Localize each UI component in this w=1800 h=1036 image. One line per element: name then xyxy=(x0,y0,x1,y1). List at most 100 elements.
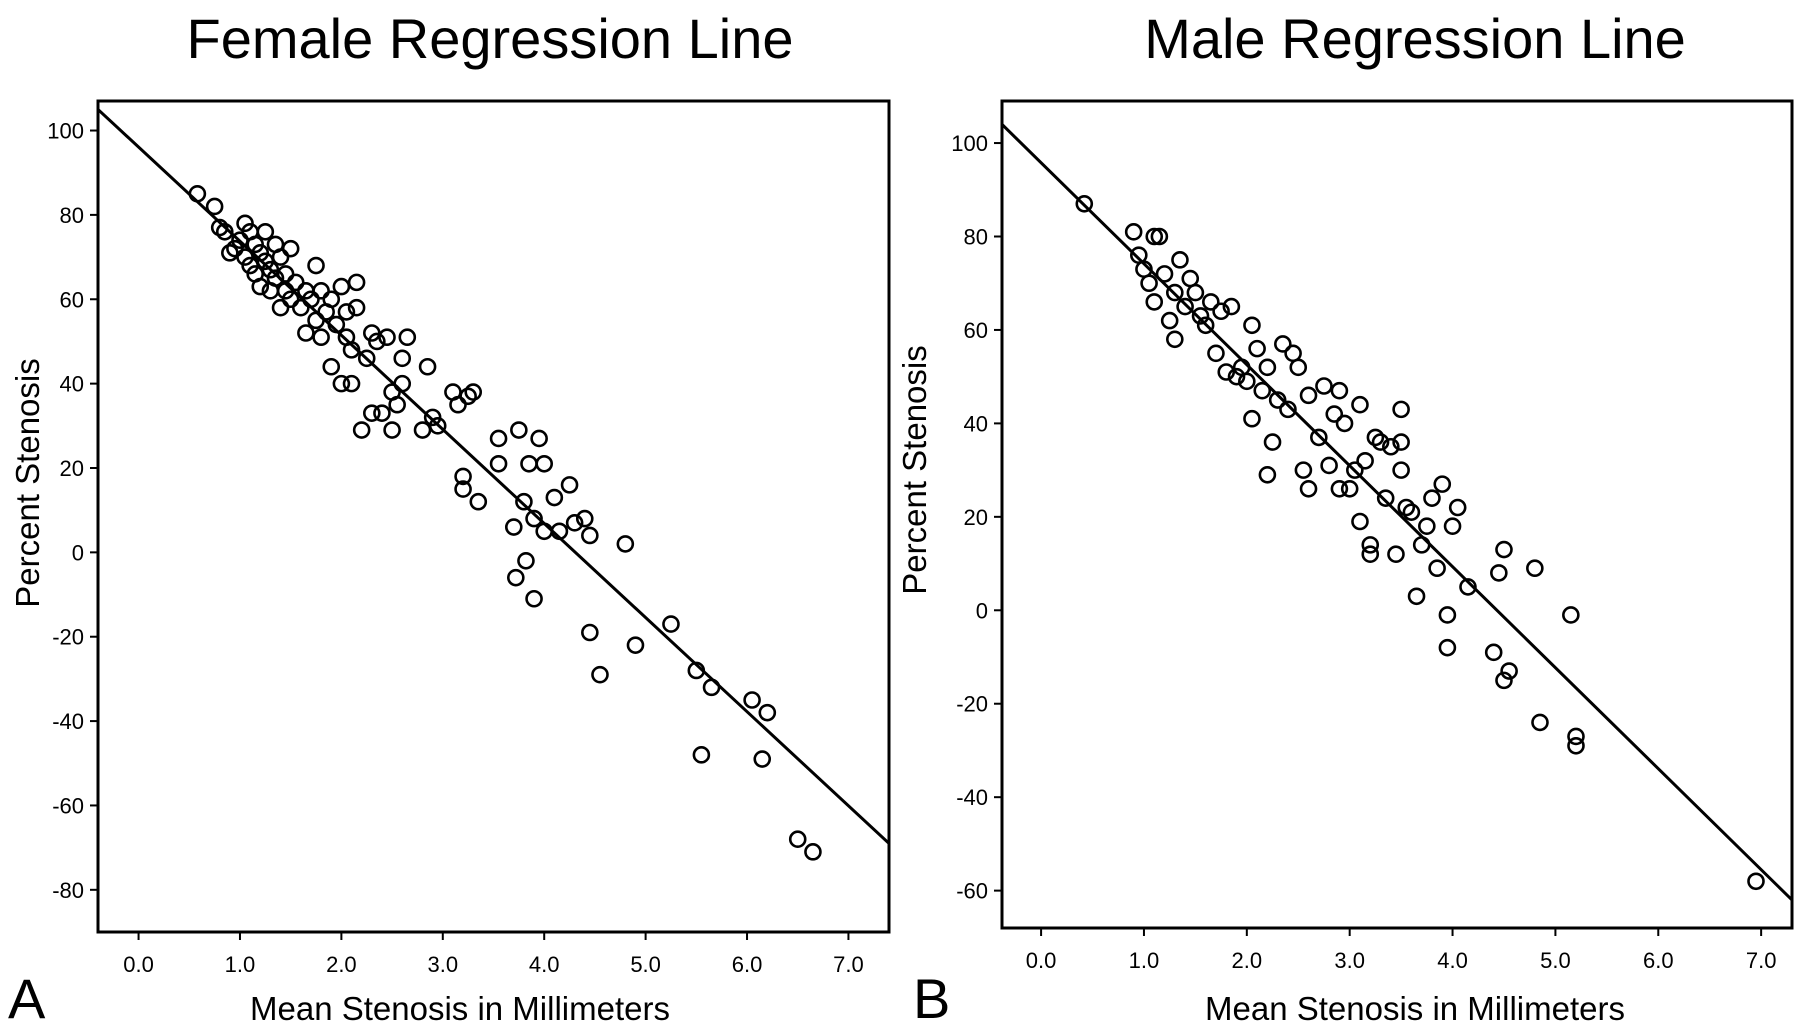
panel-b-data-point xyxy=(1407,587,1426,606)
panel-b-data-point xyxy=(1387,545,1405,564)
panel-a-x-tick-label: 6.0 xyxy=(732,952,763,977)
panel-b-data-point xyxy=(1356,451,1374,470)
panel-a-title: Female Regression Line xyxy=(187,7,794,70)
panel-a-data-point xyxy=(368,332,386,351)
panel-b-data-point xyxy=(1423,489,1441,507)
panel-b-data-point xyxy=(1448,498,1467,517)
panel-b-data-point xyxy=(1238,372,1256,391)
panel-a-data-point xyxy=(464,383,483,401)
panel-a-y-axis-label: Percent Stenosis xyxy=(9,358,46,607)
panel-a-data-point xyxy=(256,222,275,241)
panel-a-data-point xyxy=(292,298,310,317)
panel-b-plot-frame xyxy=(1000,99,1794,930)
panel-a-data-point xyxy=(581,623,599,642)
panel-a-y-tick-label: -60 xyxy=(52,793,84,818)
panel-b-data-point xyxy=(1315,377,1333,395)
panel-a-y-tick-label: 60 xyxy=(60,287,84,312)
panel-b-data-point xyxy=(1150,227,1169,246)
panel-a-data-point xyxy=(342,341,361,359)
panel-a-data-point xyxy=(276,265,295,283)
panel-b-data-point xyxy=(1294,461,1313,479)
panel-a-data-point xyxy=(510,421,528,439)
panel-b-data-point xyxy=(1418,517,1436,535)
panel-b-data-point xyxy=(1562,606,1580,624)
panel-a-data-point xyxy=(788,830,807,848)
panel-b-x-tick-label: 7.0 xyxy=(1746,948,1777,973)
panel-b-regression-line xyxy=(1002,123,1792,902)
panel-b-data-point xyxy=(1325,405,1344,423)
panel-b-y-tick-label: 20 xyxy=(964,505,988,530)
panel-a-x-tick-label: 0.0 xyxy=(123,952,154,977)
panel-a-data-point xyxy=(525,509,543,528)
panel-b-data-point xyxy=(1310,428,1328,447)
panel-b-data-point xyxy=(1531,713,1549,732)
panel-a-data-point xyxy=(525,589,543,608)
panel-a-data-point xyxy=(388,395,406,414)
panel-b-data-point xyxy=(1176,297,1194,316)
panel-a-data-point xyxy=(322,290,341,309)
panel-a-data-point xyxy=(332,374,351,393)
panel-a-data-point xyxy=(393,349,412,368)
panel-b-data-point xyxy=(1289,358,1308,377)
panel-a-data-point xyxy=(352,421,371,439)
panel-b-data-point xyxy=(1196,316,1215,335)
panel-a-data-point xyxy=(489,429,508,448)
panel-a-data-point xyxy=(517,551,535,570)
panel-b-data-point xyxy=(1392,461,1410,479)
panel-a-data-point xyxy=(332,277,351,296)
panel-b-data-point xyxy=(1747,872,1765,891)
panel-b-title: Male Regression Line xyxy=(1144,7,1686,70)
panel-b-data-point xyxy=(1330,381,1349,400)
panel-a-regression-line xyxy=(98,108,889,845)
panel-a-data-point xyxy=(535,454,554,473)
panel-b-data-point xyxy=(1351,395,1369,414)
panel-a-data-point xyxy=(342,374,361,393)
panel-b-data-point xyxy=(1202,293,1220,311)
panel-a-data-point xyxy=(520,454,538,473)
panel-b-x-tick-label: 2.0 xyxy=(1232,948,1263,973)
panel-b-data-point xyxy=(1248,339,1266,358)
panel-b-data-point xyxy=(1438,606,1457,624)
panel-a-data-point xyxy=(373,404,391,422)
panel-a-data-point xyxy=(662,615,680,633)
panel-b: Male Regression Line Percent Stenosis Me… xyxy=(896,7,1794,1030)
panel-b-data-point xyxy=(1495,540,1513,559)
panel-a-data-point xyxy=(591,665,609,684)
panel-b-data-point xyxy=(1443,517,1462,535)
panel-a-data-point xyxy=(489,454,508,473)
panel-a-data-point xyxy=(545,488,564,507)
panel-b-data-point xyxy=(1268,391,1287,409)
panel-a-data-point xyxy=(560,476,579,494)
panel-b-data-point xyxy=(1433,475,1452,493)
panel-a-data-point xyxy=(210,218,229,237)
panel-a-data-point xyxy=(616,535,635,553)
panel-a-data-point xyxy=(215,222,234,241)
panel-b-y-tick-label: -20 xyxy=(956,692,988,717)
panel-b-y-tick-label: 60 xyxy=(964,318,988,343)
panel-b-data-point xyxy=(1160,311,1179,330)
panel-b-data-point xyxy=(1166,283,1184,302)
panel-b-data-point xyxy=(1567,736,1585,755)
panel-b-data-point xyxy=(1258,358,1277,377)
panel-b-data-point xyxy=(1459,578,1477,596)
panel-b-data-point xyxy=(1495,671,1513,690)
panel-b-data-point xyxy=(1428,559,1446,578)
panel-a-data-point xyxy=(188,185,207,203)
panel-a-y-tick-label: 80 xyxy=(60,203,84,228)
panel-a-data-point xyxy=(286,273,305,292)
panel-b-data-point xyxy=(1402,503,1421,521)
panel-a-data-point xyxy=(312,328,330,347)
panel-a-data-point xyxy=(581,526,599,545)
panel-b-data-point xyxy=(1263,433,1282,451)
panel-a-data-point xyxy=(507,568,525,587)
panel-a-data-point xyxy=(687,661,706,680)
panel-b-data-point xyxy=(1484,643,1503,662)
panel-b-data-point xyxy=(1299,386,1318,405)
panel-b-data-point xyxy=(1320,456,1338,475)
panel-a-data-point xyxy=(504,518,523,536)
panel-b-letter: B xyxy=(913,967,950,1030)
panel-a-data-point xyxy=(271,248,290,266)
panel-b-data-point xyxy=(1500,662,1518,680)
panel-b-y-tick-label: 0 xyxy=(976,598,988,623)
